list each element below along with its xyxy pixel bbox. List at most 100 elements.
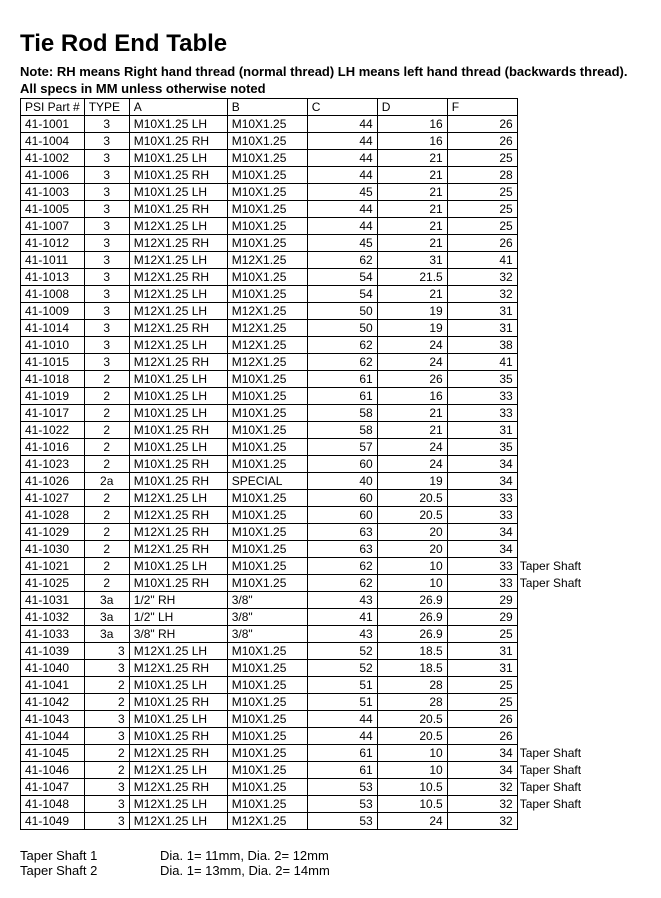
cell-b: M10X1.25: [227, 796, 307, 813]
cell-part: 41-1008: [21, 286, 85, 303]
cell-b: M10X1.25: [227, 541, 307, 558]
table-row: 41-10403M12X1.25 RHM10X1.255218.531: [21, 660, 588, 677]
col-header-c: C: [307, 99, 377, 116]
cell-f: 33: [447, 575, 517, 592]
cell-b: M10X1.25: [227, 439, 307, 456]
cell-d: 31: [377, 252, 447, 269]
cell-b: M10X1.25: [227, 388, 307, 405]
cell-part: 41-1001: [21, 116, 85, 133]
cell-type: 2: [84, 422, 129, 439]
cell-note: Taper Shaft: [517, 779, 587, 796]
cell-type: 3: [84, 201, 129, 218]
cell-f: 34: [447, 456, 517, 473]
cell-a: 1/2" RH: [129, 592, 227, 609]
footer-label: Taper Shaft 1: [20, 848, 160, 863]
cell-part: 41-1047: [21, 779, 85, 796]
cell-part: 41-1031: [21, 592, 85, 609]
table-row: 41-10083M12X1.25 LHM10X1.25542132: [21, 286, 588, 303]
cell-b: M10X1.25: [227, 490, 307, 507]
cell-a: M12X1.25 RH: [129, 745, 227, 762]
cell-a: M10X1.25 LH: [129, 711, 227, 728]
cell-d: 21: [377, 184, 447, 201]
cell-b: M10X1.25: [227, 286, 307, 303]
cell-type: 3: [84, 337, 129, 354]
cell-a: M12X1.25 RH: [129, 269, 227, 286]
table-row: 41-10232M10X1.25 RHM10X1.25602434: [21, 456, 588, 473]
cell-c: 44: [307, 218, 377, 235]
cell-note: Taper Shaft: [517, 745, 587, 762]
cell-part: 41-1015: [21, 354, 85, 371]
cell-b: M10X1.25: [227, 422, 307, 439]
cell-f: 34: [447, 745, 517, 762]
cell-b: M10X1.25: [227, 150, 307, 167]
cell-type: 2: [84, 762, 129, 779]
cell-f: 26: [447, 235, 517, 252]
cell-note: [517, 184, 587, 201]
cell-a: M10X1.25 LH: [129, 405, 227, 422]
cell-c: 50: [307, 320, 377, 337]
cell-f: 35: [447, 439, 517, 456]
cell-a: 3/8" RH: [129, 626, 227, 643]
table-row: 41-10143M12X1.25 RHM12X1.25501931: [21, 320, 588, 337]
cell-b: M10X1.25: [227, 575, 307, 592]
cell-note: [517, 354, 587, 371]
table-row: 41-10073M12X1.25 LHM10X1.25442125: [21, 218, 588, 235]
cell-d: 20.5: [377, 490, 447, 507]
cell-a: M12X1.25 RH: [129, 235, 227, 252]
cell-note: Taper Shaft: [517, 796, 587, 813]
table-body: 41-10013M10X1.25 LHM10X1.2544162641-1004…: [21, 116, 588, 830]
cell-part: 41-1012: [21, 235, 85, 252]
cell-part: 41-1007: [21, 218, 85, 235]
cell-b: M10X1.25: [227, 507, 307, 524]
cell-c: 45: [307, 235, 377, 252]
cell-note: [517, 609, 587, 626]
cell-c: 44: [307, 711, 377, 728]
cell-part: 41-1046: [21, 762, 85, 779]
cell-b: M10X1.25: [227, 745, 307, 762]
cell-b: M10X1.25: [227, 456, 307, 473]
cell-type: 2: [84, 405, 129, 422]
cell-note: [517, 541, 587, 558]
cell-a: M10X1.25 LH: [129, 150, 227, 167]
cell-b: M10X1.25: [227, 116, 307, 133]
cell-f: 33: [447, 405, 517, 422]
cell-note: [517, 286, 587, 303]
cell-type: 3: [84, 320, 129, 337]
cell-type: 3: [84, 167, 129, 184]
cell-a: M10X1.25 LH: [129, 558, 227, 575]
cell-note: [517, 694, 587, 711]
cell-note: Taper Shaft: [517, 762, 587, 779]
cell-a: M10X1.25 RH: [129, 167, 227, 184]
cell-a: M12X1.25 LH: [129, 643, 227, 660]
cell-type: 3: [84, 252, 129, 269]
cell-part: 41-1022: [21, 422, 85, 439]
cell-note: [517, 116, 587, 133]
cell-part: 41-1028: [21, 507, 85, 524]
cell-note: [517, 150, 587, 167]
cell-a: M12X1.25 LH: [129, 796, 227, 813]
table-row: 41-10133M12X1.25 RHM10X1.255421.532: [21, 269, 588, 286]
cell-f: 29: [447, 609, 517, 626]
cell-a: M10X1.25 RH: [129, 575, 227, 592]
cell-part: 41-1026: [21, 473, 85, 490]
cell-c: 44: [307, 116, 377, 133]
cell-b: M10X1.25: [227, 167, 307, 184]
cell-part: 41-1011: [21, 252, 85, 269]
table-row: 41-10452M12X1.25 RHM10X1.25611034Taper S…: [21, 745, 588, 762]
cell-type: 2: [84, 677, 129, 694]
cell-a: M10X1.25 LH: [129, 677, 227, 694]
cell-b: M10X1.25: [227, 235, 307, 252]
cell-c: 62: [307, 354, 377, 371]
table-row: 41-10252M10X1.25 RHM10X1.25621033Taper S…: [21, 575, 588, 592]
cell-type: 2: [84, 541, 129, 558]
cell-c: 62: [307, 252, 377, 269]
footer-label: Taper Shaft 2: [20, 863, 160, 878]
cell-a: M12X1.25 RH: [129, 779, 227, 796]
cell-d: 20.5: [377, 728, 447, 745]
cell-part: 41-1039: [21, 643, 85, 660]
cell-c: 61: [307, 762, 377, 779]
cell-d: 10: [377, 762, 447, 779]
tie-rod-table: PSI Part # TYPE A B C D F 41-10013M10X1.…: [20, 98, 588, 830]
cell-note: [517, 422, 587, 439]
cell-d: 16: [377, 388, 447, 405]
